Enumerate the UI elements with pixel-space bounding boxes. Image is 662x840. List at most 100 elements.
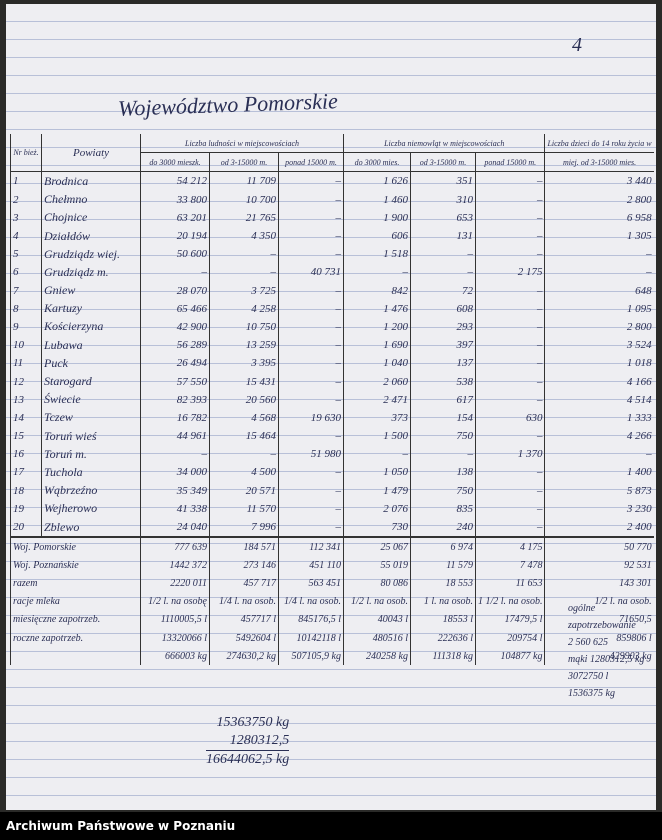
cell: 3 230 [544, 499, 654, 518]
cell: 7 996 [209, 517, 279, 538]
cell: – [140, 263, 210, 282]
row-number: 19 [10, 499, 42, 518]
district-name: Działdów [41, 226, 141, 246]
cell: 4 258 [209, 299, 279, 318]
cell: 1 518 [343, 245, 411, 264]
cell: 82 393 [140, 390, 210, 409]
district-name: Zblewo [41, 517, 141, 538]
cell: – [410, 263, 476, 282]
cell: 34 000 [140, 463, 210, 482]
cell: 51 980 [278, 445, 344, 464]
district-name: Grudziądz m. [41, 263, 141, 282]
cell: 56 289 [140, 336, 210, 355]
table-row: 19 Wejherowo 41 338 11 570–2 076 835–3 230 [10, 499, 654, 518]
cell: 18553 l [410, 610, 476, 630]
row-number: 12 [10, 372, 42, 391]
cell: – [278, 499, 344, 518]
cell: 11 653 [474, 574, 545, 593]
cell: – [278, 372, 344, 391]
cell: 11 570 [209, 499, 279, 518]
district-name: Kartuzy [41, 299, 141, 318]
cell: 4 500 [209, 463, 279, 482]
cell: – [474, 481, 545, 500]
table-row: 10 Lubawa 56 289 13 259–1 690 397–3 524 [10, 336, 654, 355]
cell: – [474, 190, 545, 209]
summary-label: roczne zapotrzeb. [10, 629, 141, 648]
cell: 240 [410, 517, 476, 538]
district-name: Wejherowo [41, 499, 141, 518]
cell: – [278, 317, 344, 337]
row-number: 2 [10, 190, 42, 209]
cell: 730 [343, 517, 411, 538]
cell: 750 [410, 427, 476, 446]
summary-label: miesięczne zapotrzeb. [10, 610, 141, 630]
row-number: 15 [10, 427, 42, 446]
table: Nr bież. Powiaty Liczba ludności w miejsco… [10, 134, 654, 666]
table-row: 11 Puck 26 494 3 395–1 040 137–1 018 [10, 354, 654, 373]
cell: 4 350 [209, 226, 279, 246]
cell: 1 050 [343, 463, 411, 482]
cell: 111318 kg [410, 647, 476, 666]
row-number: 20 [10, 517, 42, 538]
cell: 2 076 [343, 499, 411, 518]
district-name: Grudziądz wiej. [41, 245, 141, 264]
summary-label: Woj. Pomorskie [10, 537, 141, 557]
cell: 40043 l [343, 610, 411, 630]
cell: 28 070 [140, 281, 210, 300]
table-row: 14 Tczew 16 782 4 568 19 630 373 154 630 1 333 [10, 408, 654, 427]
row-number: 5 [10, 245, 42, 264]
total-line: 16644062,5 kg [206, 750, 290, 767]
cell: 10 700 [209, 190, 279, 209]
district-name: Puck [41, 354, 141, 373]
cell: 6 958 [544, 208, 654, 227]
side-note: 2 560 625 [568, 637, 608, 648]
side-note: ogólne zapotrzebowanie [568, 603, 636, 631]
cell: 1 l. na osob. [410, 592, 476, 611]
cell: 842 [343, 281, 411, 300]
side-note: 1536375 kg [568, 688, 615, 699]
cell: 21 765 [209, 208, 279, 227]
cell: 480516 l [343, 629, 411, 648]
title: Województwo Pomorskie [117, 88, 339, 121]
summary-row: Woj. Pomorskie 777 639 184 571 112 341 25 06… [10, 537, 654, 557]
cell: – [474, 427, 545, 446]
header-cell: od 3-15000 m. [209, 152, 279, 173]
district-name: Kościerzyna [41, 317, 141, 337]
cell: 4 166 [544, 372, 654, 391]
cell: 50 600 [140, 245, 210, 264]
cell: – [544, 263, 654, 282]
cell: – [544, 445, 654, 464]
cell: – [474, 281, 545, 300]
cell: – [209, 263, 279, 282]
row-number: 9 [10, 317, 42, 337]
row-number: 6 [10, 263, 42, 282]
cell: 20 560 [209, 390, 279, 409]
cell: 137 [410, 354, 476, 373]
cell: 24 040 [140, 517, 210, 538]
cell: – [410, 445, 476, 464]
cell: 1 900 [343, 208, 411, 227]
cell: 26 494 [140, 354, 210, 373]
cell: 457 717 [209, 574, 279, 593]
cell: – [474, 226, 545, 246]
side-notes: ogólne zapotrzebowanie 2 560 625 mąki 1280… [568, 600, 656, 702]
cell: 648 [544, 281, 654, 300]
cell: 209754 l [474, 629, 545, 648]
side-note: mąki 1280312,5 kg [568, 654, 645, 665]
header-group: Liczba dzieci do 14 roku życia w [544, 134, 654, 154]
row-number: 11 [10, 354, 42, 373]
cell: – [140, 445, 210, 464]
cell: 6 974 [410, 537, 476, 557]
cell: 653 [410, 208, 476, 227]
table-row: 7 Gniew 28 070 3 725–842 72–648 [10, 281, 654, 300]
table-row: 2 Chełmno 33 800 10 700–1 460 310–2 800 [10, 190, 654, 209]
cell: – [343, 445, 411, 464]
cell: – [474, 336, 545, 355]
row-number: 14 [10, 408, 42, 427]
cell: – [474, 317, 545, 337]
cell: – [278, 281, 344, 300]
cell: – [474, 354, 545, 373]
summary-row: Woj. Poznańskie 1442 372 273 146 451 110 55 … [10, 556, 654, 575]
cell: 1/4 l. na osob. [209, 592, 279, 611]
district-name: Tczew [41, 408, 141, 427]
